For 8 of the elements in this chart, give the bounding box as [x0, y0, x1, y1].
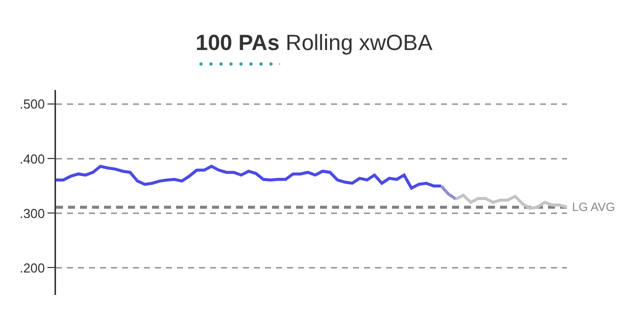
y-tick-label: .500	[20, 96, 45, 112]
chart-title: 100 PAs Rolling xwOBA	[196, 30, 432, 56]
y-tick-label: .400	[20, 151, 45, 166]
line-series	[454, 194, 567, 210]
line-series	[56, 164, 443, 190]
ref-line-label: LG AVG	[572, 200, 616, 214]
y-tick-label: .300	[20, 206, 45, 221]
y-tick-label: .200	[20, 260, 45, 276]
